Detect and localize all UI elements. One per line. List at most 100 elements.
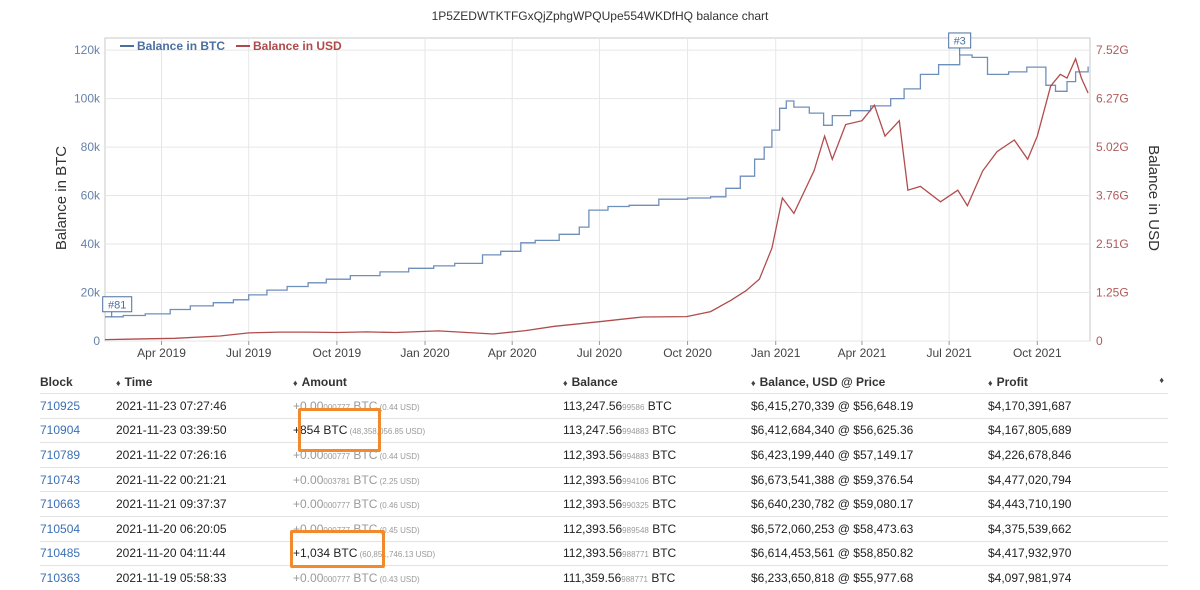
- balance-main: 112,393.56: [563, 472, 623, 487]
- cell-balance: 112,393.56990325 BTC: [563, 491, 751, 517]
- amount-usd: (2.25 USD): [377, 476, 420, 486]
- table-row: 710743 2021-11-22 00:21:21 +0.00003781 BTC…: [40, 466, 1168, 492]
- amount-small-digits: 000777: [323, 451, 351, 461]
- block-link[interactable]: 710663: [40, 497, 81, 512]
- y-tick-usd: 1.25G: [1096, 286, 1129, 300]
- cell-block: 710925: [40, 393, 116, 419]
- y-axis-usd-title: Balance in USD: [1145, 145, 1162, 251]
- balance-small-digits: 994883: [622, 451, 649, 461]
- col-usd-header[interactable]: ♦ Balance, USD @ Price: [751, 371, 988, 394]
- x-tick-label: Jul 2019: [226, 346, 272, 360]
- y-tick-usd: 7.52G: [1096, 43, 1129, 57]
- sort-icon: ♦: [751, 378, 756, 388]
- y-tick-btc: 100k: [74, 92, 101, 106]
- flag-label: #3: [954, 35, 966, 47]
- chart-legend[interactable]: Balance in BTC Balance in USD: [120, 39, 342, 53]
- y-tick-btc: 40k: [81, 237, 101, 251]
- amount-usd: (60,851,746.13 USD): [357, 550, 436, 560]
- block-link[interactable]: 710363: [40, 570, 81, 585]
- col-profit-label: Profit: [996, 375, 1028, 389]
- highlight-box-1034: [290, 530, 385, 568]
- block-link[interactable]: 710789: [40, 447, 81, 462]
- series-line-usd[interactable]: [104, 56, 1089, 341]
- amount-value: +0.00000777 BTC (0.46 USD): [293, 497, 420, 511]
- cell-block: 710663: [40, 491, 116, 517]
- table-row: 710904 2021-11-23 03:39:50 +854 BTC (48,35…: [40, 417, 1168, 443]
- cell-profit: $4,167,805,689: [988, 417, 1168, 443]
- legend-btc-label[interactable]: Balance in BTC: [137, 39, 225, 53]
- amount-usd: (0.44 USD): [377, 402, 420, 412]
- col-balance-header[interactable]: ♦ Balance: [563, 371, 751, 394]
- balance-unit: BTC: [648, 546, 677, 561]
- y-tick-usd: 5.02G: [1096, 140, 1129, 154]
- x-tick-label: Apr 2021: [838, 346, 887, 360]
- y-tick-btc: 80k: [81, 140, 101, 154]
- x-axis-ticks: Apr 2019 Jul 2019 Oct 2019 Jan 2020 Apr 2020…: [137, 341, 1062, 360]
- table-row: 710663 2021-11-21 09:37:37 +0.00000777 BTC…: [40, 491, 1168, 517]
- flag-box[interactable]: [102, 296, 133, 313]
- cell-time: 2021-11-21 09:37:37: [116, 491, 293, 517]
- cell-time: 2021-11-23 07:27:46: [116, 393, 293, 419]
- cell-balance-usd: $6,614,453,561 @ $58,850.82: [751, 540, 988, 566]
- table-row: 710789 2021-11-22 07:26:16 +0.00000777 BTC…: [40, 442, 1168, 468]
- cell-time: 2021-11-20 06:20:05: [116, 515, 293, 542]
- col-profit-header[interactable]: ♦ Profit ♦: [988, 371, 1168, 394]
- cell-block: 710363: [40, 565, 116, 590]
- block-link[interactable]: 710743: [40, 472, 81, 487]
- amount-main: +0.00: [293, 497, 324, 512]
- cell-block: 710485: [40, 540, 116, 566]
- cell-profit: $4,417,932,970: [988, 540, 1168, 566]
- amount-small-digits: 000777: [323, 402, 351, 412]
- balance-small-digits: 994883: [622, 427, 649, 437]
- sort-icon: ♦: [1159, 375, 1164, 385]
- amount-main: +0.00: [293, 472, 324, 487]
- cell-balance-usd: $6,572,060,253 @ $58,473.63: [751, 515, 988, 542]
- balance-unit: BTC: [644, 398, 672, 413]
- amount-small-digits: 003781: [323, 476, 351, 486]
- cell-time: 2021-11-22 07:26:16: [116, 442, 293, 468]
- highlight-box-854: [298, 408, 381, 452]
- series-line-btc[interactable]: [105, 54, 1089, 318]
- table-body: 710925 2021-11-23 07:27:46 +0.00000777 BTC…: [40, 393, 1168, 590]
- col-block-header[interactable]: Block: [40, 371, 116, 394]
- block-link[interactable]: 710925: [40, 398, 81, 413]
- x-tick-label: Jan 2020: [400, 346, 450, 360]
- block-link[interactable]: 710904: [40, 423, 81, 438]
- cell-balance-usd: $6,233,650,818 @ $55,977.68: [751, 565, 988, 590]
- y-tick-usd: 0: [1096, 334, 1103, 348]
- balance-main: 113,247.56: [563, 398, 623, 413]
- flag-box[interactable]: [948, 32, 972, 49]
- amount-unit: BTC: [320, 423, 348, 438]
- col-amount-header[interactable]: ♦ Amount: [293, 371, 563, 394]
- y-tick-btc: 0: [93, 334, 100, 348]
- cell-time: 2021-11-19 05:58:33: [116, 565, 293, 590]
- cell-amount: +854 BTC (48,358,056.85 USD): [293, 417, 563, 443]
- cell-balance: 112,393.56994883 BTC: [563, 442, 751, 468]
- cell-profit: $4,170,391,687: [988, 393, 1168, 419]
- balance-small-digits: 994106: [622, 476, 649, 486]
- balance-main: 112,393.56: [563, 546, 623, 561]
- cell-block: 710504: [40, 515, 116, 542]
- balance-main: 111,359.56: [563, 570, 622, 585]
- amount-value: +0.00003781 BTC (2.25 USD): [293, 473, 420, 487]
- amount-usd: (48,358,056.85 USD): [347, 427, 426, 437]
- amount-unit: BTC: [350, 497, 378, 512]
- balance-small-digits: 988771: [622, 550, 649, 560]
- table-header: Block ♦ Time ♦ Amount ♦ Balance ♦ Balance, U…: [40, 371, 1168, 394]
- x-tick-label: Oct 2020: [663, 346, 712, 360]
- cell-balance: 113,247.56994883 BTC: [563, 417, 751, 443]
- cell-balance: 112,393.56989548 BTC: [563, 515, 751, 542]
- balance-small-digits: 990325: [622, 501, 649, 511]
- cell-amount: +1,034 BTC (60,851,746.13 USD): [293, 540, 563, 566]
- block-link[interactable]: 710485: [40, 546, 81, 561]
- balance-main: 112,393.56: [563, 447, 623, 462]
- x-tick-label: Jul 2021: [926, 346, 972, 360]
- amount-unit: BTC: [330, 546, 358, 561]
- cell-profit: $4,226,678,846: [988, 442, 1168, 468]
- col-time-header[interactable]: ♦ Time: [116, 371, 293, 394]
- amount-usd: (0.45 USD): [377, 525, 420, 535]
- balance-small-digits: 988771: [621, 574, 648, 584]
- legend-usd-label[interactable]: Balance in USD: [253, 39, 342, 53]
- x-tick-label: Apr 2019: [137, 346, 186, 360]
- block-link[interactable]: 710504: [40, 521, 81, 536]
